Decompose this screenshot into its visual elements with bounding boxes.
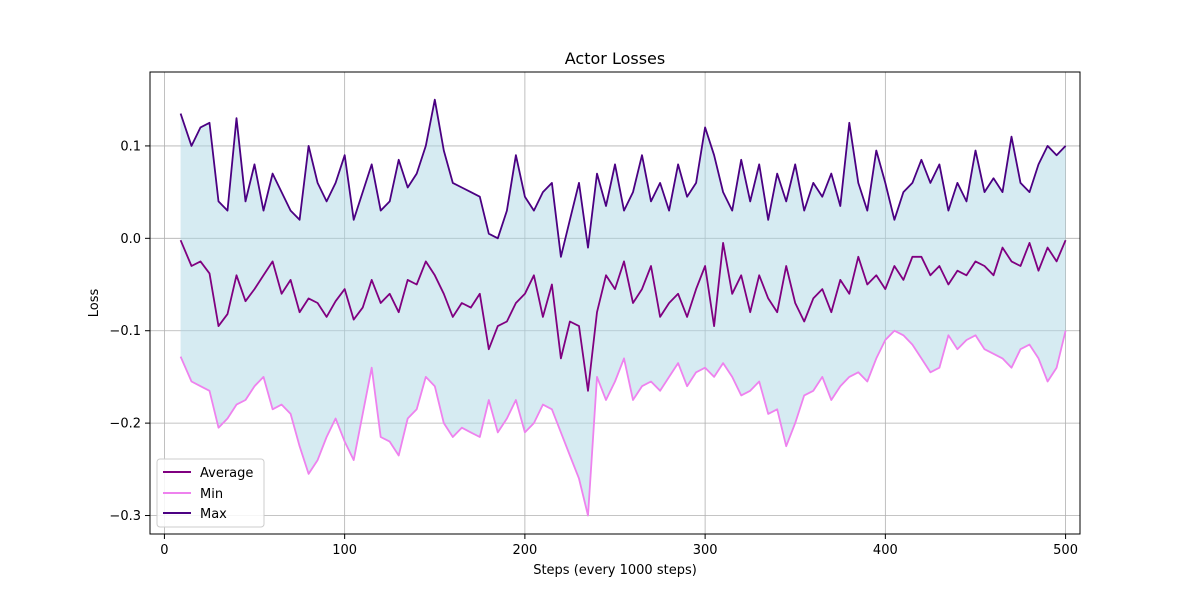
y-tick-label: 0.0 <box>120 232 141 247</box>
legend-label-average: Average <box>200 466 253 481</box>
chart-title: Actor Losses <box>565 49 665 68</box>
y-tick-label: −0.3 <box>109 509 141 524</box>
plot-frame <box>149 71 1081 535</box>
x-tick-label: 0 <box>160 543 168 558</box>
legend-label-min: Min <box>200 487 223 502</box>
y-axis-label: Loss <box>87 289 102 318</box>
axis-ticks: 0 100 200 300 400 500 −0.3 −0.2 −0.1 0.0 0.1 <box>109 139 1078 558</box>
series-line-min <box>179 329 1067 517</box>
x-axis-label: Steps (every 1000 steps) <box>533 563 697 578</box>
min-max-band <box>180 99 1066 516</box>
legend-box <box>156 458 265 528</box>
legend-label-max: Max <box>200 507 227 522</box>
x-tick-label: 100 <box>332 543 357 558</box>
series-lines <box>179 98 1067 517</box>
legend: Average Min Max <box>156 458 265 528</box>
x-tick-label: 400 <box>873 543 898 558</box>
y-tick-label: 0.1 <box>120 139 141 154</box>
x-tick-label: 300 <box>693 543 718 558</box>
x-tick-label: 200 <box>512 543 537 558</box>
series-line-average <box>179 239 1067 392</box>
series-line-max <box>179 98 1067 258</box>
min-max-fill <box>180 99 1066 516</box>
y-tick-label: −0.1 <box>109 324 141 339</box>
x-tick-label: 500 <box>1053 543 1078 558</box>
y-tick-label: −0.2 <box>109 417 141 432</box>
